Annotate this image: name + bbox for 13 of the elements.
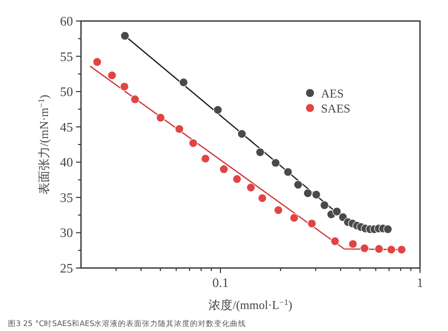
x-tick-label: 0.1	[212, 275, 229, 290]
legend-label: SAES	[321, 102, 350, 116]
y-tick-label: 25	[60, 260, 73, 276]
legend-label: AES	[321, 86, 344, 100]
y-tick-label: 35	[60, 190, 73, 205]
y-tick-label: 60	[60, 14, 73, 28]
y-tick-label: 30	[60, 225, 73, 240]
x-tick-label: 1	[416, 275, 424, 290]
y-tick-label: 40	[60, 154, 73, 170]
x-axis-title: 浓度/(mmol·L$^{−1}$)	[208, 298, 292, 312]
y-tick-label: 50	[60, 84, 73, 100]
y-tick-label: 55	[60, 48, 73, 64]
y-tick-label: 45	[60, 119, 73, 134]
